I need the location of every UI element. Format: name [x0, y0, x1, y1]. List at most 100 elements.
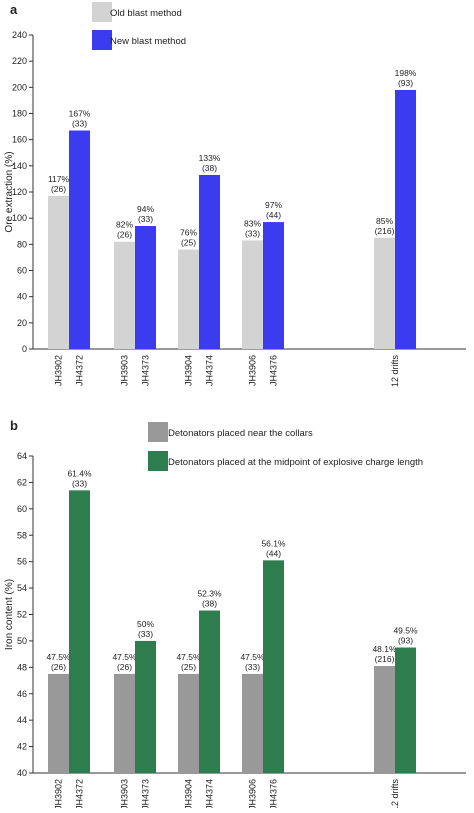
- bar-count-label: (26): [51, 662, 66, 672]
- category-label: JH3903: [120, 355, 130, 386]
- bar-value-label: 50%: [137, 619, 154, 629]
- bar-count-label: (25): [181, 238, 196, 248]
- y-tick-label: 220: [12, 56, 27, 66]
- y-tick-label: 40: [17, 292, 27, 302]
- y-tick-label: 58: [17, 530, 27, 540]
- category-label: JH4372: [75, 779, 85, 808]
- bar-count-label: (26): [117, 662, 132, 672]
- bar-value-label: 94%: [137, 204, 154, 214]
- bar: [395, 647, 416, 773]
- y-tick-label: 60: [17, 504, 27, 514]
- category-label: JH4373: [141, 355, 151, 386]
- category-label: JH4372: [75, 355, 85, 386]
- y-axis-title: Iron content (%): [4, 579, 15, 650]
- bar: [114, 673, 135, 773]
- y-tick-label: 40: [17, 768, 27, 778]
- legend-swatch: [92, 30, 112, 50]
- bar-value-label: 117%: [48, 174, 70, 184]
- y-tick-label: 60: [17, 266, 27, 276]
- bar: [199, 610, 220, 773]
- bar-value-label: 85%: [376, 216, 393, 226]
- bar-count-label: (33): [72, 119, 87, 129]
- y-tick-label: 240: [12, 30, 27, 40]
- bar: [178, 673, 199, 773]
- bar-count-label: (38): [202, 163, 217, 173]
- bar: [48, 673, 69, 773]
- bar-value-label: 83%: [244, 218, 261, 228]
- bar: [69, 130, 90, 349]
- y-tick-label: 0: [22, 344, 27, 354]
- panel-letter: a: [10, 2, 18, 17]
- bar-value-label: 47.5%: [176, 652, 201, 662]
- bar-count-label: (33): [138, 629, 153, 639]
- bar-count-label: (33): [72, 478, 87, 488]
- bar: [263, 560, 284, 773]
- legend-swatch: [92, 2, 112, 22]
- y-tick-label: 200: [12, 82, 27, 92]
- y-axis-title: Ore extraction (%): [4, 151, 15, 232]
- bar-value-label: 61.4%: [67, 468, 92, 478]
- y-tick-label: 100: [12, 213, 27, 223]
- y-tick-label: 48: [17, 662, 27, 672]
- bar-value-label: 198%: [395, 68, 417, 78]
- y-tick-label: 56: [17, 557, 27, 567]
- category-label: JH3902: [54, 355, 64, 386]
- y-tick-label: 140: [12, 161, 27, 171]
- legend-label: Old blast method: [110, 8, 182, 19]
- panel-letter: b: [10, 418, 18, 433]
- bar-value-label: 167%: [69, 109, 91, 119]
- category-label: JH4374: [205, 779, 215, 808]
- bar-value-label: 56.1%: [261, 538, 286, 548]
- category-label: JH3906: [248, 779, 258, 808]
- category-label: JH4374: [205, 355, 215, 386]
- bar: [199, 174, 220, 349]
- bar: [395, 89, 416, 349]
- y-tick-label: 120: [12, 187, 27, 197]
- y-tick-label: 62: [17, 477, 27, 487]
- bar-count-label: (33): [138, 214, 153, 224]
- category-label: JH3903: [120, 779, 130, 808]
- bar-value-label: 48.1%: [372, 644, 397, 654]
- y-tick-label: 52: [17, 610, 27, 620]
- bar-count-label: (44): [266, 210, 281, 220]
- category-label: JH4373: [141, 779, 151, 808]
- bar: [178, 249, 199, 349]
- bar: [242, 673, 263, 773]
- bar-value-label: 133%: [199, 153, 221, 163]
- bar-value-label: 52.3%: [197, 589, 222, 599]
- y-tick-label: 54: [17, 583, 27, 593]
- bar: [374, 666, 395, 773]
- bar-value-label: 76%: [180, 228, 197, 238]
- bar: [114, 241, 135, 349]
- bar: [263, 222, 284, 349]
- legend-label: New blast method: [110, 36, 186, 47]
- bar-value-label: 82%: [116, 220, 133, 230]
- y-tick-label: 50: [17, 636, 27, 646]
- legend-label: Detonators placed at the midpoint of exp…: [168, 457, 423, 468]
- bar: [374, 237, 395, 349]
- y-tick-label: 46: [17, 689, 27, 699]
- bar-count-label: (38): [202, 599, 217, 609]
- bar-count-label: (25): [181, 662, 196, 672]
- y-tick-label: 20: [17, 318, 27, 328]
- bar-count-label: (33): [245, 662, 260, 672]
- category-label: JH3906: [248, 355, 258, 386]
- legend-swatch: [148, 422, 168, 442]
- bar: [135, 226, 156, 349]
- bar-count-label: (33): [245, 228, 260, 238]
- chart-panel-a: a 0 20 40 60 80 100 120 140 160 180 200 220 240 Ore ex…: [4, 2, 466, 387]
- bar-count-label: (93): [398, 78, 413, 88]
- bar-count-label: (216): [375, 226, 395, 236]
- legend-swatch: [148, 451, 168, 471]
- bar-count-label: (44): [266, 548, 281, 558]
- category-label: JH3904: [184, 355, 194, 386]
- y-tick-label: 64: [17, 451, 27, 461]
- category-label: JH4376: [269, 355, 279, 386]
- bar-value-label: 47.5%: [240, 652, 265, 662]
- category-label: JH3902: [54, 779, 64, 808]
- bar-count-label: (93): [398, 636, 413, 646]
- legend-label: Detonators placed near the collars: [168, 428, 313, 439]
- y-tick-label: 160: [12, 135, 27, 145]
- category-label: JH3904: [184, 779, 194, 808]
